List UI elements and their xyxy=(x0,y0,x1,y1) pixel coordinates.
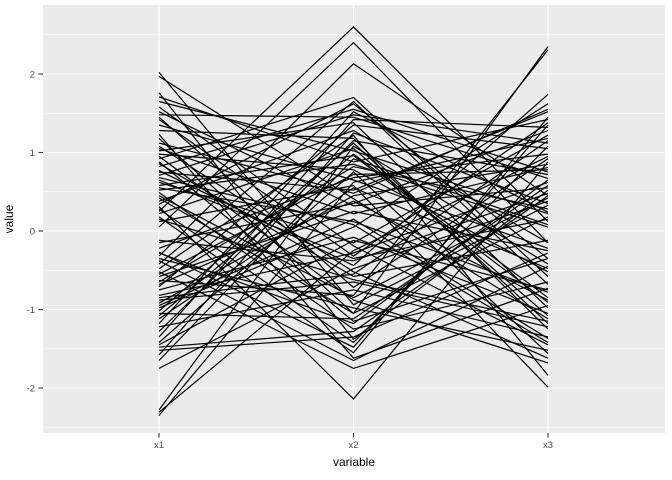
parallel-coordinate-line xyxy=(158,200,549,301)
x-axis-title: variable xyxy=(333,455,375,469)
parallel-coordinate-line xyxy=(158,163,549,304)
parallel-coordinate-line xyxy=(158,118,549,338)
parallel-coordinate-line xyxy=(158,171,549,354)
parallel-coordinate-line xyxy=(158,179,549,260)
parallel-coordinate-line xyxy=(158,153,549,273)
parallel-coordinate-line xyxy=(158,103,549,259)
parallel-coordinate-line xyxy=(158,145,549,359)
parallel-coordinate-line xyxy=(158,137,549,315)
parallel-coordinate-line xyxy=(158,192,549,262)
y-axis-title: value xyxy=(2,204,16,233)
parallel-coordinate-line xyxy=(158,100,549,215)
parallel-coordinate-line xyxy=(158,195,549,348)
parallel-coordinate-line xyxy=(158,252,549,351)
x-tick-label: x3 xyxy=(543,440,553,451)
parallel-coordinate-line xyxy=(158,142,549,325)
parallel-coordinate-line xyxy=(158,236,549,314)
parallel-coordinate-line xyxy=(158,129,549,330)
parallel-coordinate-line xyxy=(158,137,549,416)
parallel-coordinate-line xyxy=(158,289,549,338)
x-tick-label: x1 xyxy=(154,440,164,451)
parallel-coordinate-line xyxy=(158,114,549,176)
parallel-coordinate-line xyxy=(158,140,549,299)
parallel-coordinate-line xyxy=(158,161,549,322)
parallel-coordinate-line xyxy=(158,111,549,207)
parallel-coordinate-line xyxy=(158,108,549,173)
y-tick-label: 1 xyxy=(30,148,35,159)
parallel-coordinate-line xyxy=(158,124,549,288)
parallel-coordinate-line xyxy=(158,132,549,356)
parallel-coordinate-line xyxy=(158,155,549,364)
parallel-coordinate-line xyxy=(158,154,549,303)
parallel-coordinate-line xyxy=(158,187,549,320)
parallel-coordinate-line xyxy=(158,185,549,320)
data-lines xyxy=(158,26,549,416)
parallel-coordinate-line xyxy=(158,145,549,344)
parallel-coordinate-line xyxy=(158,169,549,275)
parallel-coordinate-line xyxy=(158,119,549,257)
parallel-coordinate-line xyxy=(158,124,549,348)
parallel-coordinate-line xyxy=(158,218,549,322)
axis-tick-marks xyxy=(38,73,549,438)
y-tick-label: 0 xyxy=(30,227,35,238)
parallel-coordinate-line xyxy=(158,239,549,346)
parallel-coordinate-line xyxy=(158,111,549,191)
parallel-coordinate-line xyxy=(158,116,549,289)
parallel-coordinate-line xyxy=(158,145,549,411)
parallel-coordinate-line xyxy=(158,96,549,277)
parallel-coordinate-line xyxy=(158,158,549,361)
parallel-coordinate-line xyxy=(158,195,549,299)
parallel-coordinate-line xyxy=(158,153,549,317)
parallel-coordinate-line xyxy=(158,177,549,344)
parallel-coordinate-line xyxy=(158,114,549,179)
parallel-coordinate-line xyxy=(158,155,549,413)
parallel-coordinate-line xyxy=(158,187,549,293)
parallel-coordinate-line xyxy=(158,147,549,317)
axis-tick-labels: 2 1 0 -1 -2 x1 x2 x3 xyxy=(27,70,553,452)
y-tick-label: -1 xyxy=(27,305,35,316)
y-tick-label: -2 xyxy=(27,384,35,395)
parallel-coordinate-line xyxy=(158,179,549,325)
parallel-coordinate-line xyxy=(158,153,549,249)
parallel-coordinate-line xyxy=(158,260,549,362)
y-tick-label: 2 xyxy=(30,70,35,81)
parallel-coordinate-line xyxy=(158,271,549,370)
parallel-coordinate-line xyxy=(158,122,549,309)
parallel-coordinate-line xyxy=(158,165,549,283)
gridlines xyxy=(43,5,665,433)
x-tick-label: x2 xyxy=(348,440,358,451)
parallel-coordinate-line xyxy=(158,100,549,285)
parallel-coordinate-line xyxy=(158,163,549,228)
parallel-coordinate-line xyxy=(158,162,549,278)
